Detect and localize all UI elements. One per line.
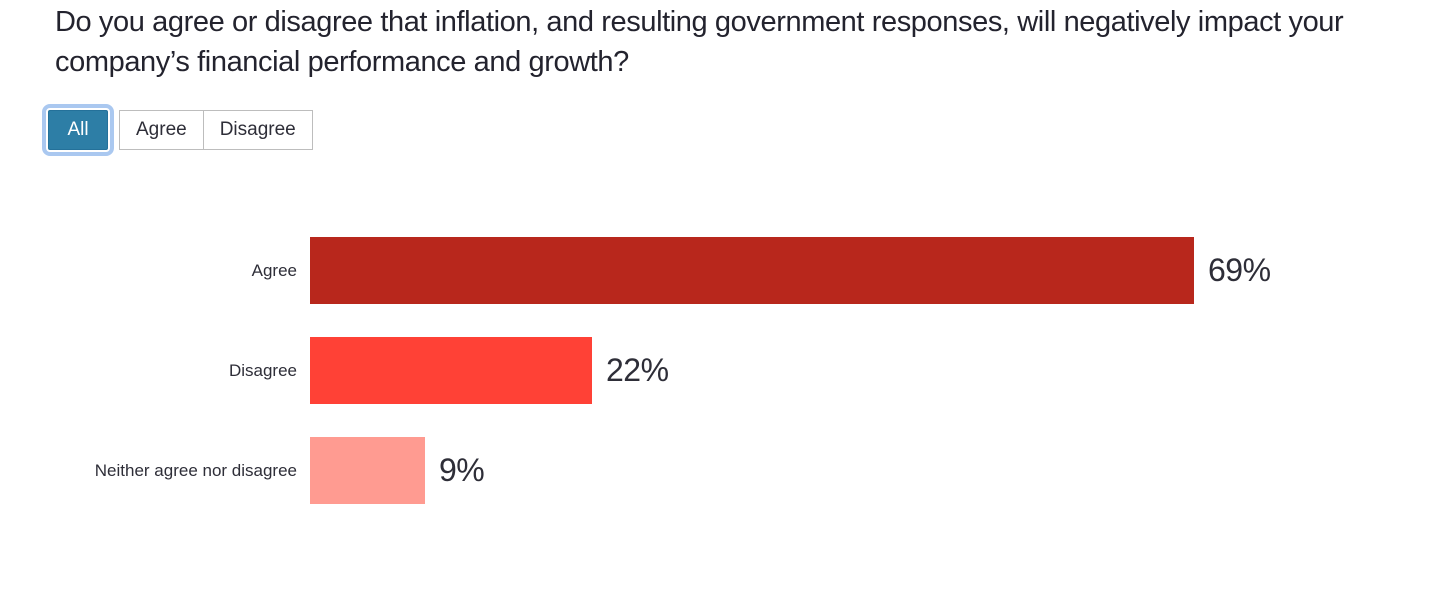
- bar-category-label: Disagree: [228, 360, 297, 380]
- bar-row: Disagree 22%: [0, 337, 1438, 404]
- filter-button-group: All Agree Disagree: [42, 104, 313, 156]
- bar-chart: Agree 69% Disagree 22% Neither agree nor…: [0, 237, 1438, 537]
- bar-category-label: Neither agree nor disagree: [94, 460, 297, 480]
- filter-button-agree[interactable]: Agree: [119, 110, 204, 150]
- bar: [310, 237, 1194, 304]
- page-title: Do you agree or disagree that inflation,…: [55, 6, 1344, 78]
- bar-row: Neither agree nor disagree 9%: [0, 437, 1438, 504]
- bar: [310, 337, 592, 404]
- filter-button-all[interactable]: All: [42, 104, 114, 156]
- filter-button-disagree[interactable]: Disagree: [202, 110, 313, 150]
- bar-value-label: 9%: [439, 452, 485, 488]
- bar: [310, 437, 425, 504]
- bar-value-label: 22%: [606, 352, 669, 388]
- bar-category-label: Agree: [251, 260, 297, 280]
- bar-row: Agree 69%: [0, 237, 1438, 304]
- bar-value-label: 69%: [1208, 252, 1271, 288]
